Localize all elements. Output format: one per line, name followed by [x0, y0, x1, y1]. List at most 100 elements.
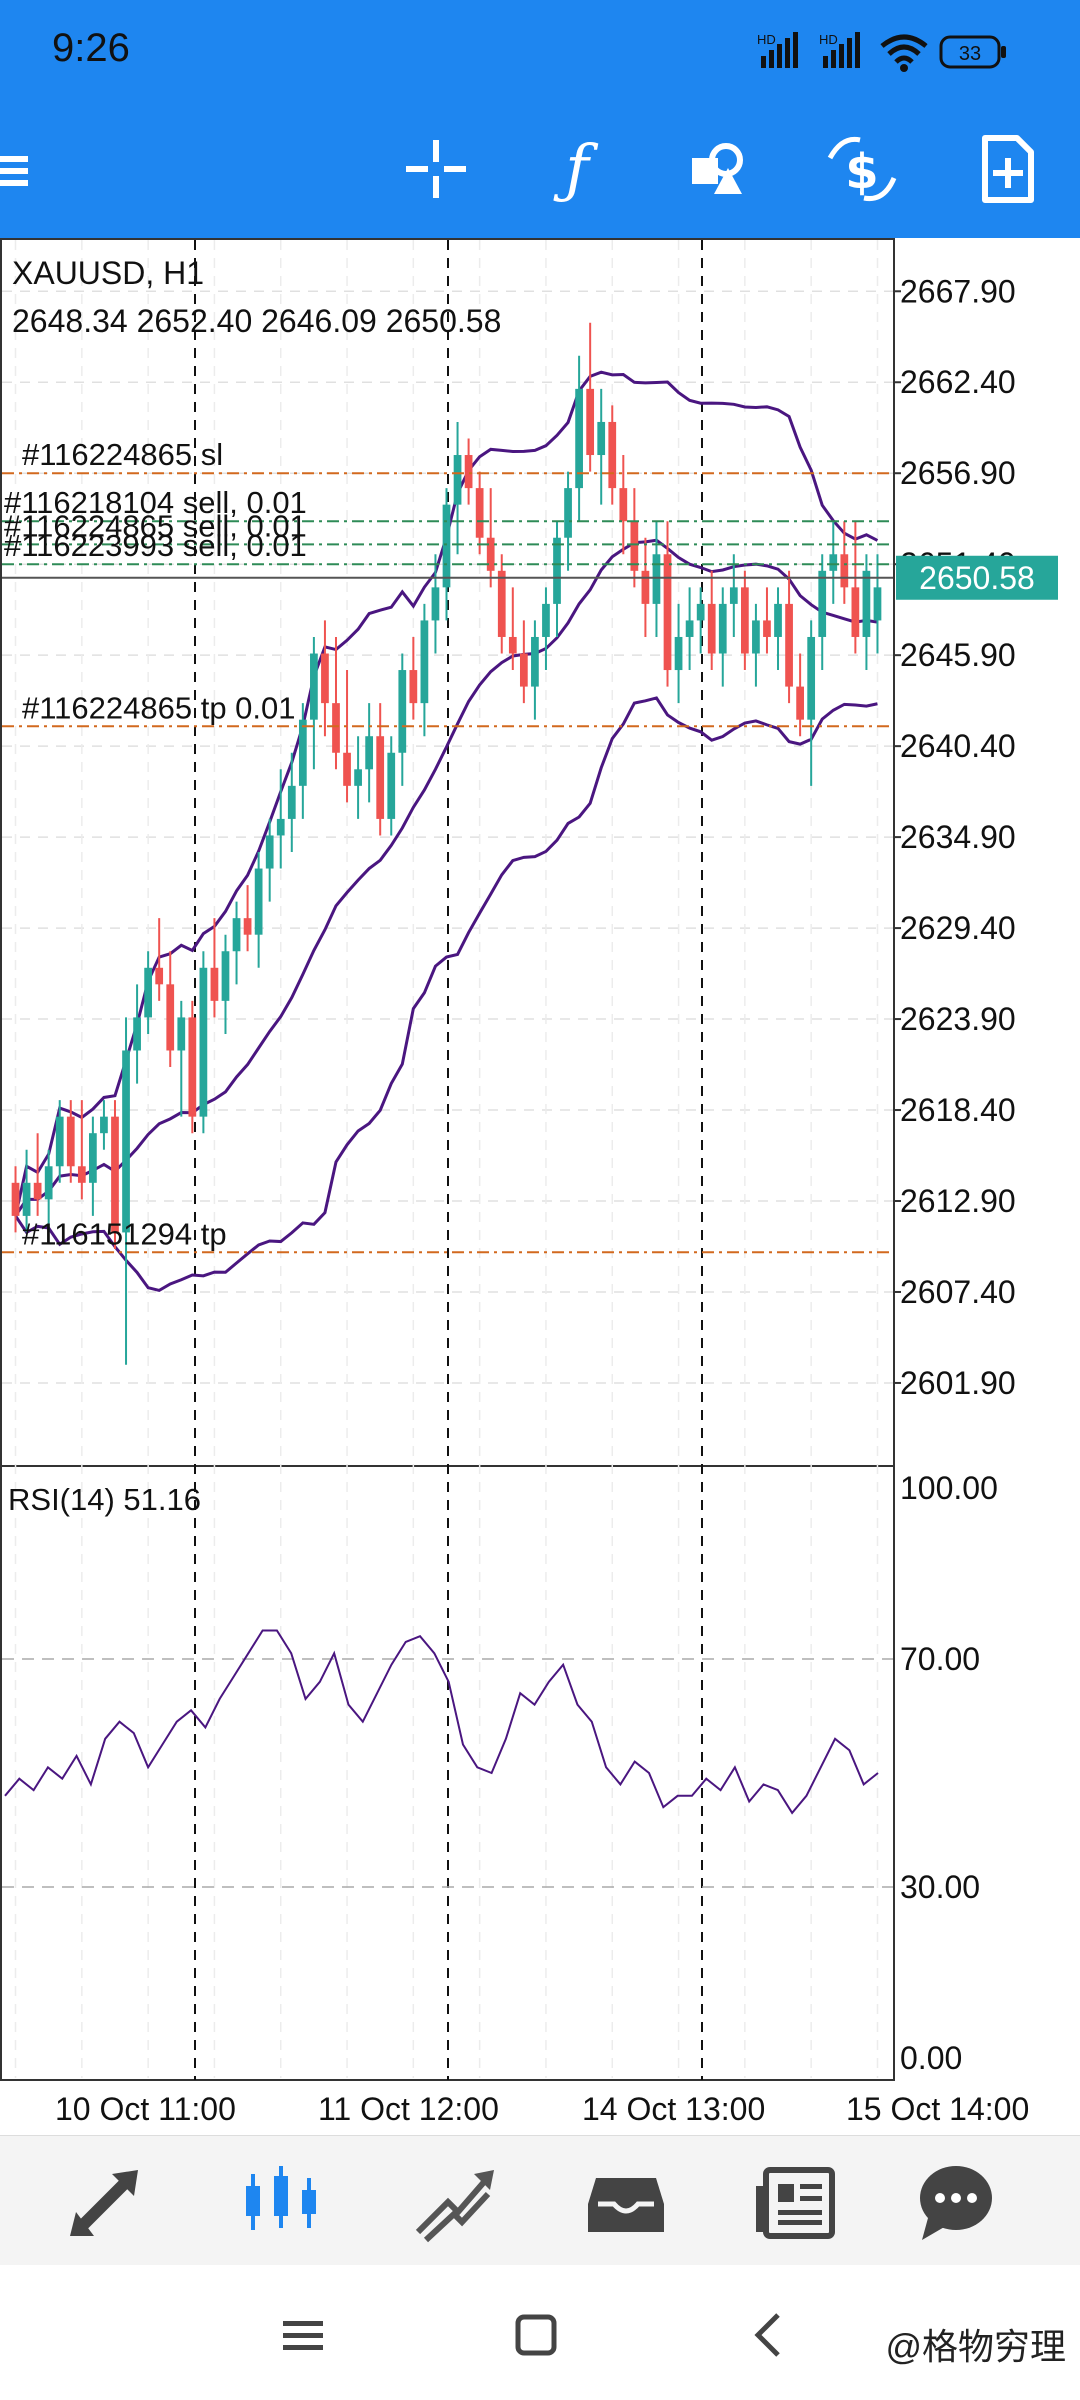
price-tick-label: 2607.40	[900, 1274, 1016, 1310]
price-tick-label: 2601.90	[900, 1365, 1016, 1401]
objects-button[interactable]	[670, 118, 770, 218]
recents-button[interactable]	[263, 2295, 343, 2375]
candle	[254, 852, 263, 968]
ohlc-label: 2648.34 2652.40 2646.09 2650.58	[12, 303, 501, 339]
candle-body	[89, 1133, 97, 1183]
candle	[44, 1149, 53, 1233]
candle	[652, 521, 661, 637]
chart-icon	[246, 2166, 316, 2230]
order-line-label: #116224865 tp 0.01	[22, 690, 296, 725]
candle-body	[519, 653, 528, 687]
candle	[442, 488, 451, 621]
candle	[321, 620, 329, 737]
rsi-tick-label: 70.00	[900, 1641, 980, 1677]
candle-body	[586, 388, 595, 456]
rsi-polyline	[4, 1629, 879, 1815]
candle-body	[232, 918, 241, 952]
svg-text:$: $	[845, 144, 878, 200]
candle-body	[310, 653, 318, 720]
candle	[166, 951, 175, 1068]
order-lines: #116224865 sl#116218104 sell, 0.01#11622…	[2, 437, 893, 1254]
candle	[531, 620, 539, 720]
candle	[77, 1100, 86, 1200]
nav-trade[interactable]	[404, 2156, 504, 2246]
candle	[807, 620, 816, 786]
order-line-label: #116224865 sl	[22, 437, 223, 472]
chart-area[interactable]: #116224865 sl #116218104 sell, 0.01 #11622…	[0, 238, 1080, 2135]
home-button[interactable]	[496, 2295, 576, 2375]
candle-body	[177, 1017, 186, 1051]
rsi-line	[2, 1629, 893, 1888]
candle	[276, 769, 285, 869]
price-tick-label: 2634.90	[900, 819, 1016, 855]
candle-body	[608, 421, 617, 489]
nav-chart[interactable]	[232, 2156, 332, 2246]
candle	[740, 570, 749, 671]
candle-body	[122, 1050, 130, 1233]
new-order-button[interactable]	[957, 118, 1057, 218]
candle	[100, 1100, 108, 1150]
candle	[752, 603, 760, 687]
candle	[597, 388, 606, 505]
candle-body	[210, 967, 219, 1001]
candle-body	[199, 967, 208, 1117]
candle-body	[453, 455, 462, 505]
indicators-button[interactable]: ƒ	[527, 118, 627, 218]
nav-quotes[interactable]	[62, 2156, 162, 2246]
trade-button[interactable]: $	[812, 118, 912, 218]
crosshair-button[interactable]	[386, 118, 486, 218]
candle	[420, 603, 429, 737]
chart-canvas[interactable]: #116224865 sl#116218104 sell, 0.01#11622…	[0, 238, 1080, 2135]
price-tick-label: 2667.90	[900, 273, 1016, 309]
candle-body	[398, 670, 407, 753]
crosshair-icon	[406, 140, 466, 198]
recents-icon	[283, 2321, 323, 2350]
price-axis: 2667.902662.402656.902651.402645.902640.…	[893, 273, 1016, 1401]
candle-body	[420, 620, 429, 704]
candle	[707, 570, 716, 671]
candle-body	[298, 719, 307, 786]
candle-body	[729, 587, 738, 604]
order-line-label: #116223993 sell, 0.01	[4, 528, 307, 563]
price-tick-label: 2640.40	[900, 728, 1016, 764]
nav-history[interactable]	[576, 2156, 676, 2246]
candle	[177, 1000, 186, 1117]
candle	[298, 703, 307, 819]
candle-body	[564, 488, 572, 538]
candle	[431, 554, 440, 654]
signal-icon-2: HD	[819, 32, 860, 68]
candle-body	[77, 1166, 86, 1183]
candle	[33, 1133, 42, 1216]
candle	[729, 554, 738, 637]
candle-body	[542, 603, 550, 637]
nav-chat[interactable]	[906, 2156, 1006, 2246]
candle	[486, 488, 495, 588]
candle-body	[531, 636, 539, 687]
status-icons: HD HD 33	[757, 32, 1006, 72]
candle	[818, 554, 827, 671]
candle-body	[663, 554, 672, 671]
current-price-tag: 2650.58	[896, 555, 1058, 600]
time-label: 15 Oct 14:00	[846, 2091, 1029, 2127]
candle	[774, 587, 782, 671]
menu-button[interactable]	[0, 118, 70, 218]
price-tick-label: 2612.90	[900, 1183, 1016, 1219]
candle	[564, 471, 572, 571]
candle	[343, 670, 351, 803]
candle-body	[55, 1116, 64, 1167]
order-line-label: #116151294 tp	[22, 1216, 227, 1251]
back-button[interactable]	[730, 2295, 810, 2375]
candle	[519, 620, 528, 704]
status-bar: 9:26 HD HD 33	[0, 0, 1080, 100]
candle	[763, 587, 771, 654]
network-label-1: HD	[757, 32, 776, 47]
candle	[89, 1116, 97, 1216]
candle-body	[188, 1017, 197, 1117]
candle	[332, 636, 340, 770]
candle-body	[862, 570, 871, 637]
candle	[553, 521, 561, 637]
history-icon	[588, 2178, 664, 2232]
nav-news[interactable]	[748, 2156, 848, 2246]
candle-body	[553, 537, 561, 604]
candle	[398, 653, 407, 786]
